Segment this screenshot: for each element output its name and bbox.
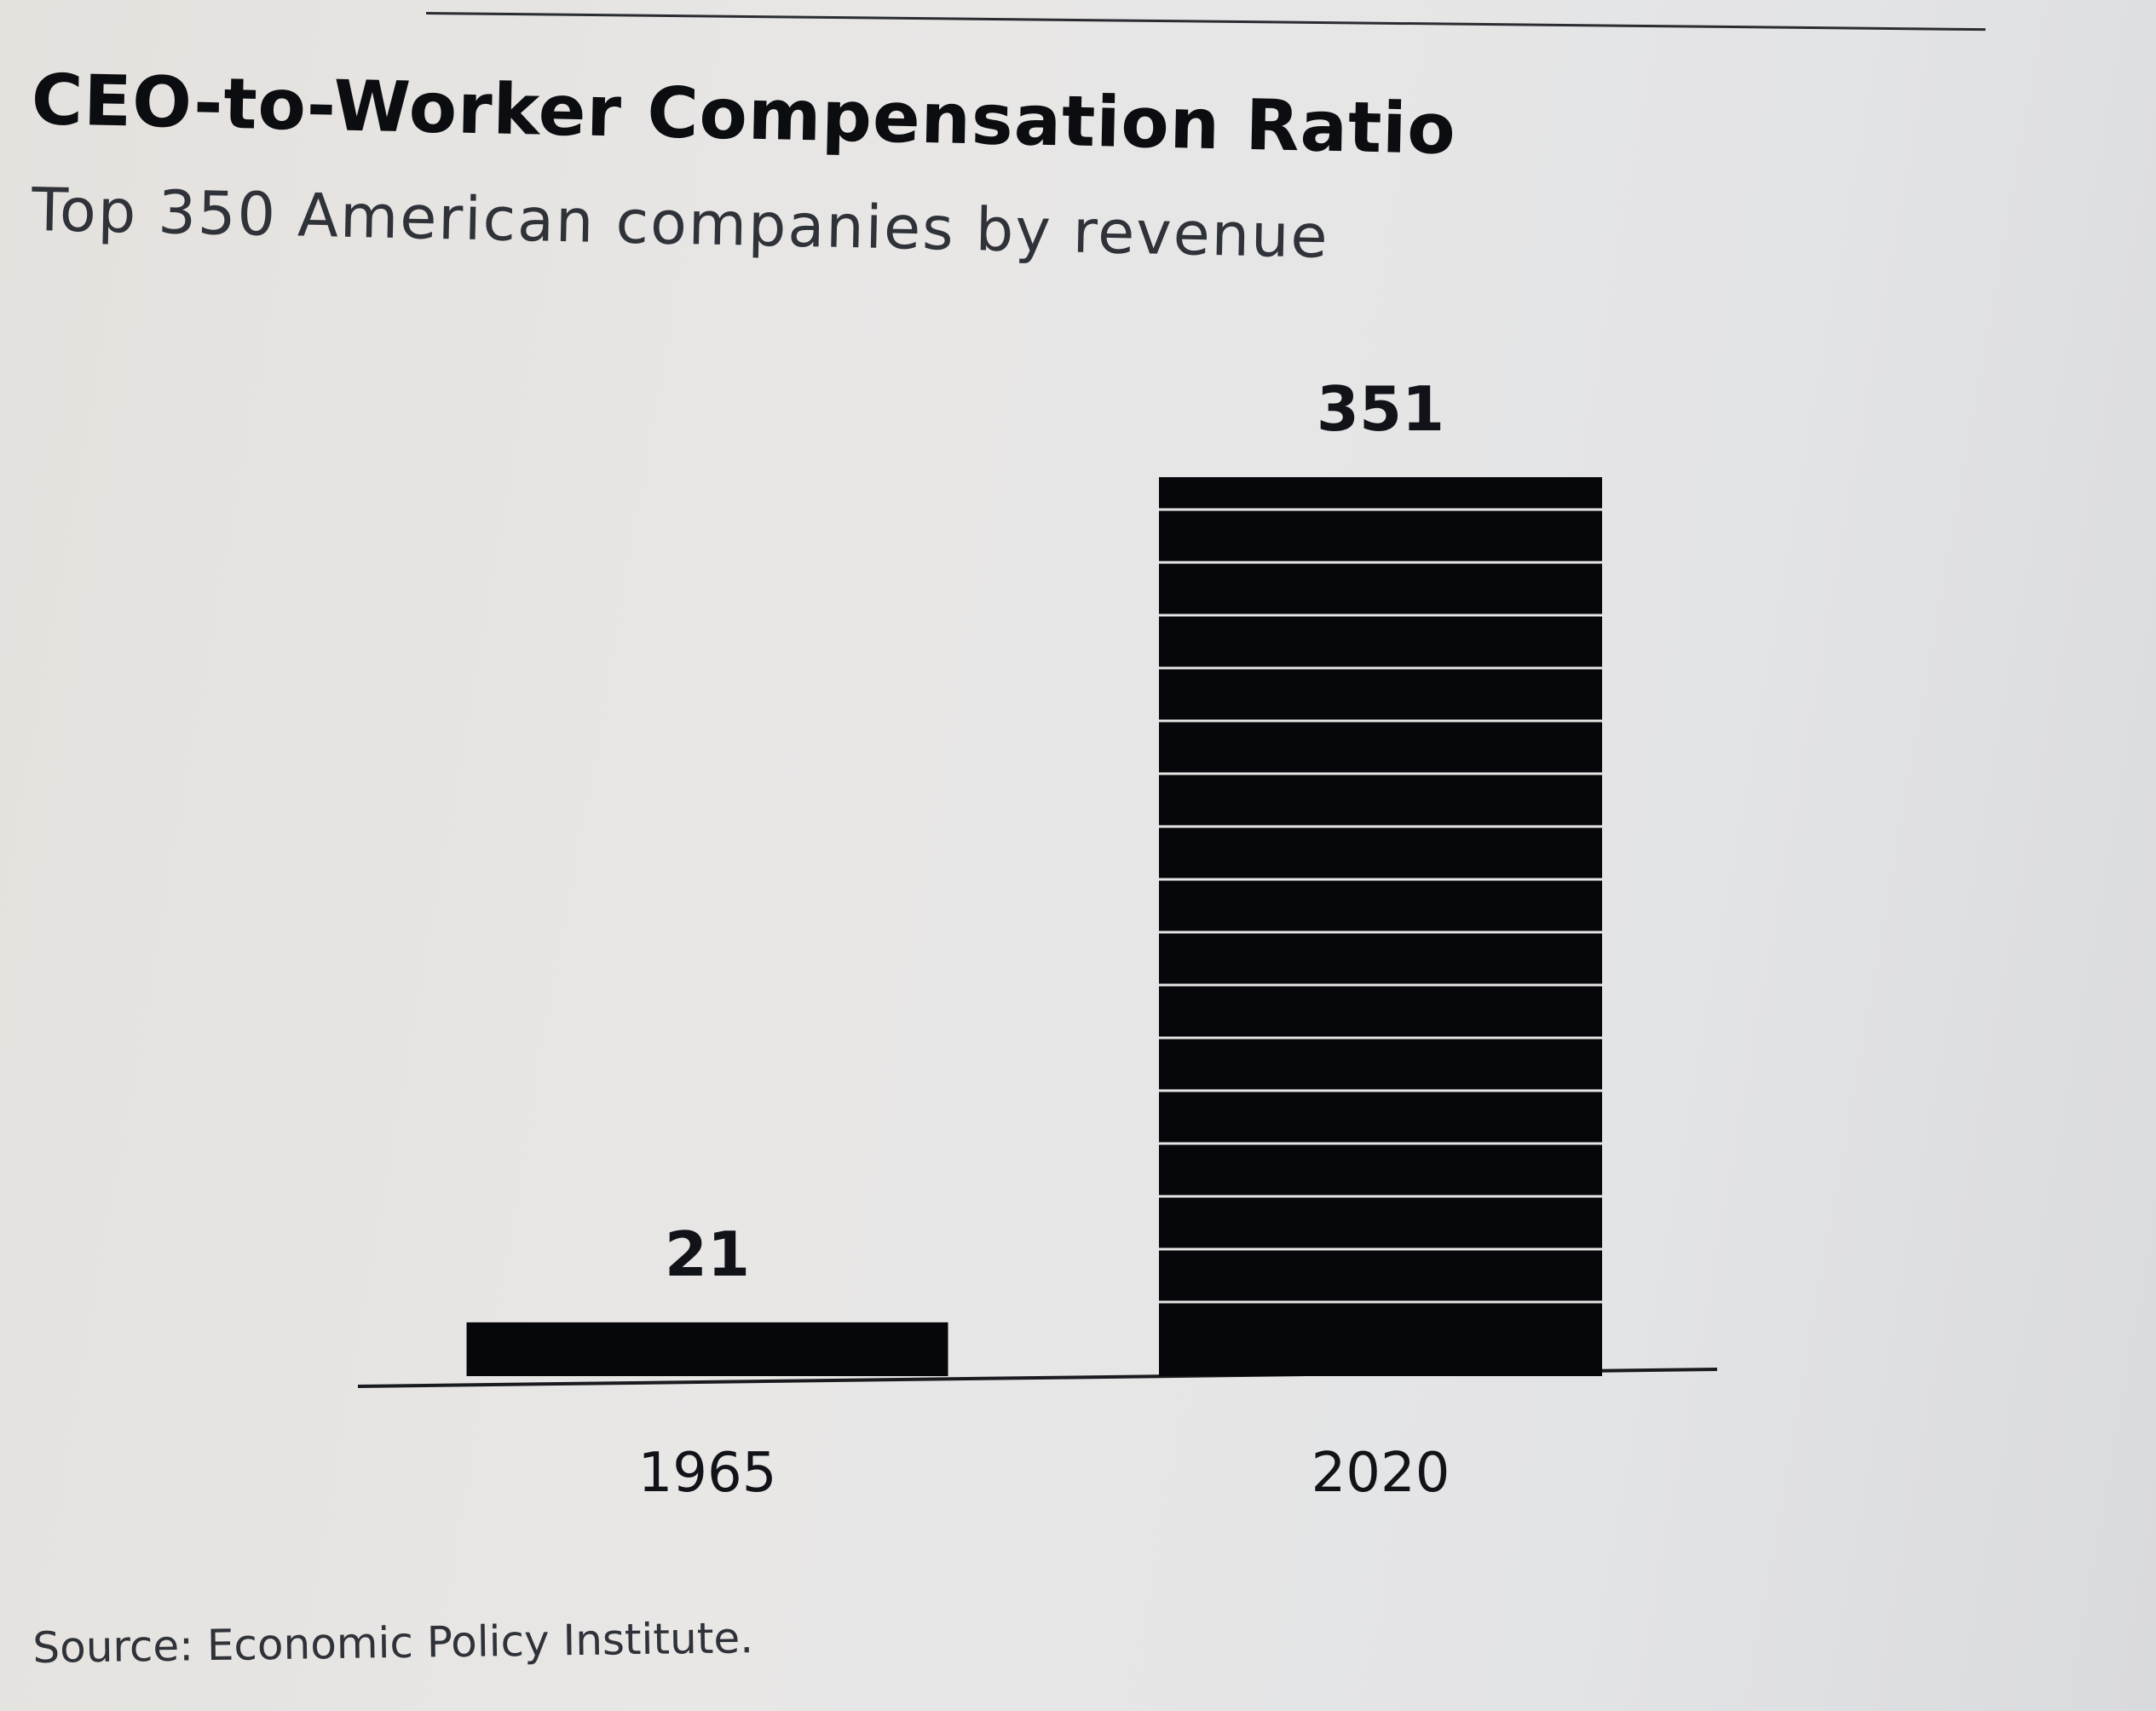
data-label-1965: 21 bbox=[665, 1218, 750, 1290]
x-tick-label-2020: 2020 bbox=[1311, 1442, 1450, 1505]
x-tick-label-1965: 1965 bbox=[638, 1442, 777, 1505]
bar-1965 bbox=[466, 1322, 948, 1376]
bar-2020 bbox=[1159, 477, 1602, 1376]
data-label-2020: 351 bbox=[1317, 373, 1444, 445]
